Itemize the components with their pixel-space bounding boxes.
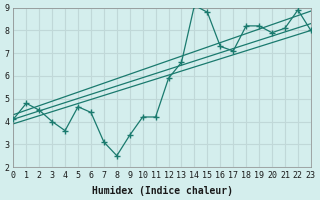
X-axis label: Humidex (Indice chaleur): Humidex (Indice chaleur): [92, 186, 233, 196]
